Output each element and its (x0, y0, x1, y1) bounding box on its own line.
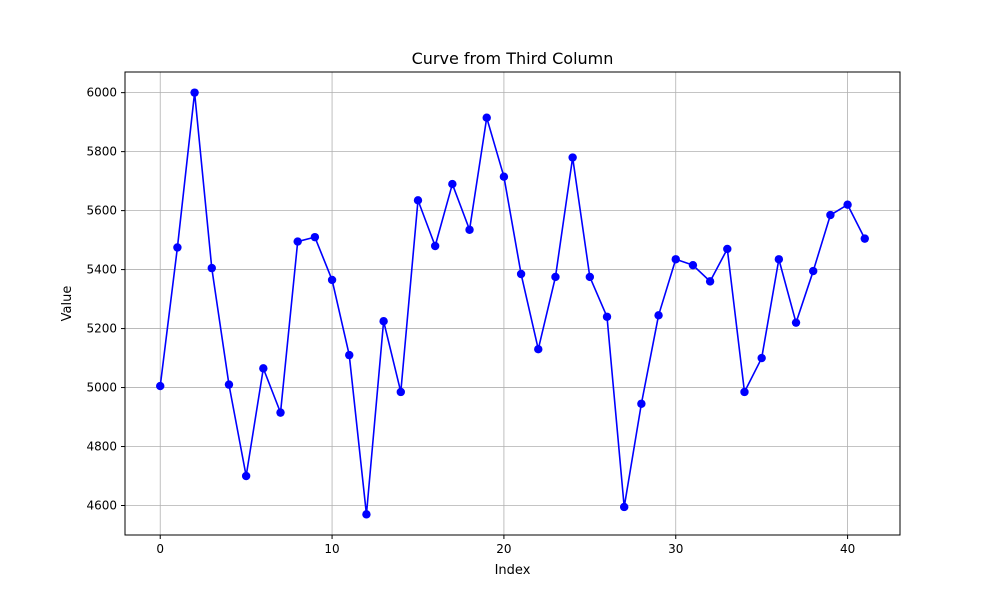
y-tick-label: 5400 (86, 263, 117, 277)
y-axis-label: Value (60, 286, 75, 322)
data-point (568, 153, 577, 162)
x-tick-label: 20 (496, 542, 511, 556)
data-point (207, 263, 216, 273)
data-point (327, 275, 337, 285)
data-point (413, 196, 423, 205)
data-point (585, 272, 595, 282)
x-axis-label: Index (495, 563, 531, 578)
data-point (224, 380, 234, 389)
x-tick-label: 0 (156, 542, 164, 556)
series-line (159, 91, 866, 516)
data-point (551, 272, 560, 282)
x-tick-label: 30 (668, 542, 683, 556)
data-point (345, 350, 354, 360)
y-tick-label: 6000 (86, 86, 117, 100)
y-tick-label: 5800 (86, 145, 117, 159)
data-point (430, 241, 440, 251)
x-axis-ticks: 0 10 20 30 40 (156, 535, 855, 556)
data-point (362, 510, 371, 519)
data-point (654, 311, 663, 320)
data-point (809, 266, 818, 276)
data-point (190, 88, 199, 97)
data-point (241, 471, 251, 481)
data-point (534, 345, 543, 354)
data-point (757, 353, 766, 363)
data-point (259, 364, 268, 373)
data-point (619, 502, 629, 512)
data-point (705, 277, 715, 286)
data-point (843, 200, 852, 209)
data-point (396, 387, 406, 397)
data-point (310, 232, 320, 242)
data-point (379, 316, 388, 326)
data-point (671, 255, 680, 264)
y-tick-label: 5000 (86, 381, 117, 395)
data-point (826, 210, 835, 220)
data-point (465, 225, 474, 234)
data-point (602, 312, 612, 321)
y-tick-label: 5600 (86, 204, 117, 218)
series-layer (156, 88, 869, 519)
grid (125, 72, 900, 535)
data-point (637, 399, 646, 408)
data-point (791, 318, 801, 327)
data-point (156, 381, 165, 391)
data-point (688, 260, 698, 270)
data-point (516, 269, 526, 279)
y-tick-label: 5200 (86, 322, 117, 336)
data-point (173, 243, 182, 252)
y-axis-ticks: 4600 4800 5000 5200 5400 5600 5800 6000 (86, 86, 125, 513)
data-point (860, 234, 869, 243)
y-tick-label: 4600 (86, 499, 117, 513)
data-point (276, 408, 285, 417)
data-point (293, 237, 302, 246)
data-point (723, 244, 732, 254)
data-point (482, 113, 491, 122)
data-point (774, 255, 784, 264)
data-point (740, 387, 749, 397)
y-tick-label: 4800 (86, 440, 117, 454)
x-tick-label: 10 (324, 542, 339, 556)
plot-frame (124, 71, 901, 536)
chart-title: Curve from Third Column (412, 49, 614, 68)
data-point (499, 172, 509, 181)
data-point (448, 179, 457, 189)
x-tick-label: 40 (840, 542, 855, 556)
